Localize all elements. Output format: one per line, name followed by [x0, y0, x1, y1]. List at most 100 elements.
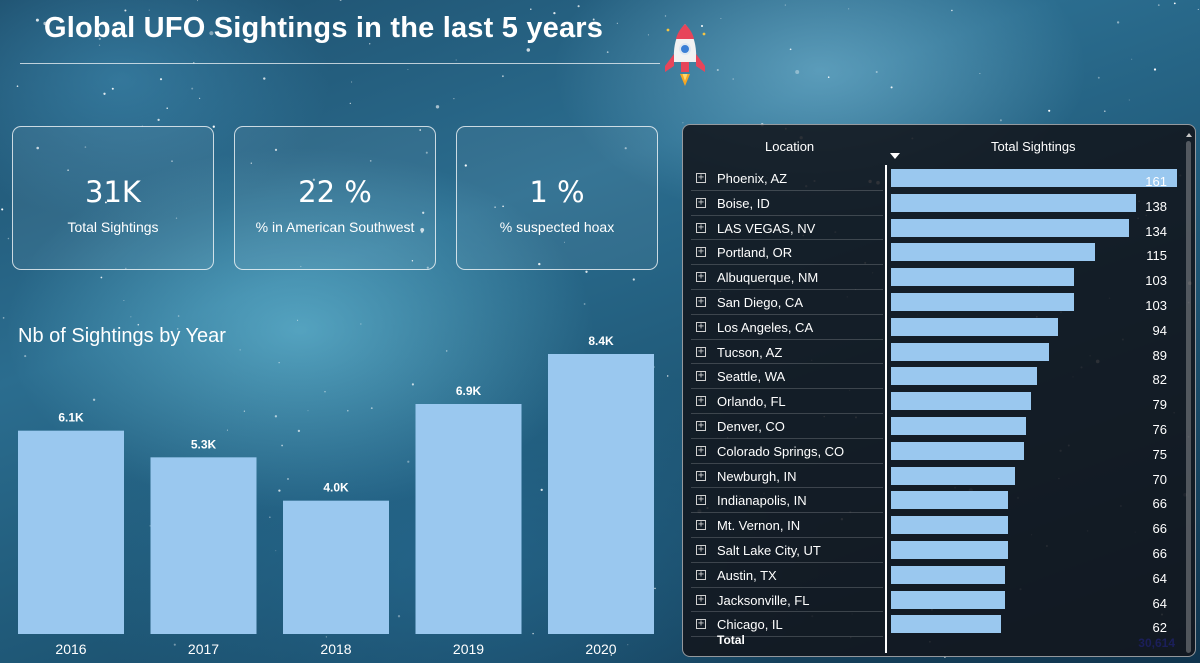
expand-icon[interactable]: + — [696, 370, 706, 382]
star — [951, 9, 953, 12]
expand-icon[interactable]: + — [696, 172, 706, 183]
location-name: Albuquerque, NM — [717, 270, 819, 286]
table-row[interactable]: + Chicago, IL 62 — [683, 612, 1185, 637]
sort-desc-icon[interactable] — [890, 153, 900, 159]
table-row[interactable]: + Newburgh, IN 70 — [683, 464, 1185, 489]
table-row[interactable]: + LAS VEGAS, NV 134 — [683, 216, 1185, 241]
table-row[interactable]: + Mt. Vernon, IN 66 — [683, 513, 1185, 538]
location-name: Mt. Vernon, IN — [717, 518, 801, 534]
expand-icon[interactable]: + — [696, 221, 706, 233]
data-bar — [891, 540, 1009, 559]
data-bar-track: 70 — [891, 466, 1177, 487]
table-scrollbar[interactable] — [1185, 133, 1193, 653]
sightings-value: 76 — [1152, 421, 1167, 437]
star — [159, 78, 163, 81]
table-row[interactable]: + Seattle, WA 82 — [683, 364, 1185, 389]
table-row[interactable]: + Phoenix, AZ 161 — [683, 166, 1185, 191]
star — [606, 51, 609, 53]
data-bar-track: 103 — [891, 292, 1177, 313]
sightings-value: 161 — [1145, 174, 1167, 189]
sightings-value: 70 — [1152, 471, 1167, 487]
table-total-row: Total 30,614 — [683, 630, 1185, 654]
location-name: Austin, TX — [717, 567, 777, 583]
data-bar-track: 76 — [891, 416, 1177, 437]
star — [16, 85, 19, 87]
table-row[interactable]: + Boise, ID 138 — [683, 191, 1185, 216]
table-row[interactable]: + Indianapolis, IN 66 — [683, 488, 1185, 513]
data-bar-track: 64 — [891, 565, 1177, 586]
star — [848, 8, 850, 10]
star — [100, 276, 103, 279]
table-row[interactable]: + Los Angeles, CA 94 — [683, 315, 1185, 340]
star — [111, 87, 114, 90]
year-bar-2018[interactable] — [283, 500, 389, 634]
year-bar-2019[interactable] — [415, 404, 522, 634]
table-row[interactable]: + Jacksonville, FL 64 — [683, 588, 1185, 613]
star — [647, 34, 649, 36]
star — [123, 300, 125, 302]
data-bar — [891, 342, 1050, 361]
expand-icon[interactable]: + — [696, 494, 706, 506]
star — [875, 70, 878, 74]
table-row[interactable]: + Colorado Springs, CO 75 — [683, 439, 1185, 464]
star — [35, 18, 39, 22]
data-bar — [891, 516, 1009, 535]
table-row[interactable]: + Albuquerque, NM 103 — [683, 265, 1185, 290]
star — [1128, 99, 1130, 101]
expand-icon[interactable]: + — [696, 444, 706, 456]
column-header-location[interactable]: Location — [765, 139, 815, 154]
data-bar — [891, 292, 1074, 311]
star — [453, 98, 455, 100]
year-bar-2016[interactable] — [18, 430, 124, 634]
expand-icon[interactable]: + — [696, 320, 706, 332]
expand-icon[interactable]: + — [696, 246, 706, 258]
expand-icon[interactable]: + — [696, 519, 706, 531]
year-bar-2020[interactable] — [548, 354, 654, 634]
star — [351, 81, 353, 83]
table-row[interactable]: + Salt Lake City, UT 66 — [683, 538, 1185, 563]
column-header-total-sightings[interactable]: Total Sightings — [991, 139, 1076, 154]
x-tick-label: 2017 — [188, 641, 219, 657]
table-row[interactable]: + Tucson, AZ 89 — [683, 340, 1185, 365]
bar-data-label: 5.3K — [191, 437, 217, 451]
star — [530, 8, 532, 11]
expand-icon[interactable]: + — [696, 395, 706, 407]
title-divider — [20, 63, 660, 64]
page-title: Global UFO Sightings in the last 5 years — [44, 12, 604, 44]
data-bar-track: 134 — [891, 218, 1177, 239]
table-row[interactable]: + Austin, TX 64 — [683, 563, 1185, 588]
table-row[interactable]: + Portland, OR 115 — [683, 240, 1185, 265]
data-bar — [891, 565, 1005, 584]
scroll-thumb[interactable] — [1186, 141, 1191, 653]
expand-icon[interactable]: + — [696, 593, 706, 605]
location-name: Seattle, WA — [717, 369, 786, 385]
expand-icon[interactable]: + — [696, 419, 706, 431]
rocket-icon — [665, 24, 706, 86]
location-name: Denver, CO — [717, 418, 785, 434]
star — [349, 102, 351, 105]
data-bar-track: 103 — [891, 268, 1177, 288]
star — [197, 0, 198, 2]
expand-icon[interactable]: + — [696, 568, 706, 580]
data-bar — [891, 466, 1016, 485]
expand-icon[interactable]: + — [696, 618, 706, 630]
year-bar-2017[interactable] — [150, 457, 257, 634]
expand-icon[interactable]: + — [696, 543, 706, 555]
expand-icon[interactable]: + — [696, 271, 706, 283]
expand-icon[interactable]: + — [696, 345, 706, 357]
chart-title: Nb of Sightings by Year — [18, 325, 226, 347]
data-bar-track: 138 — [891, 193, 1177, 214]
expand-icon[interactable]: + — [696, 196, 706, 208]
location-name: Portland, OR — [717, 245, 793, 261]
star — [979, 73, 981, 75]
kpi-card-american-southwest: 22 % % in American Southwest — [234, 126, 436, 270]
star — [7, 237, 10, 240]
table-row[interactable]: + Denver, CO 76 — [683, 414, 1185, 439]
scroll-up-icon[interactable] — [1186, 133, 1192, 137]
kpi-value: 22 % — [298, 175, 372, 209]
expand-icon[interactable]: + — [696, 469, 706, 481]
table-row[interactable]: + San Diego, CA 103 — [683, 290, 1185, 315]
column-divider — [885, 165, 887, 653]
table-row[interactable]: + Orlando, FL 79 — [683, 389, 1185, 414]
expand-icon[interactable]: + — [696, 295, 706, 307]
